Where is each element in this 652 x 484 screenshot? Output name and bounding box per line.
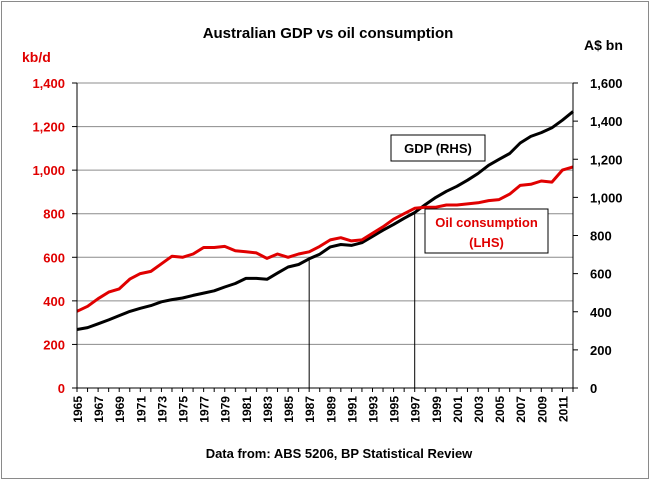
- x-tick-label: 1983: [261, 396, 275, 423]
- left-tick-label: 800: [43, 207, 65, 222]
- x-tick-label: 1971: [134, 396, 148, 423]
- vertical-reference-lines: [308, 212, 416, 388]
- left-axis-unit: kb/d: [22, 49, 51, 65]
- x-tick-label: 1975: [177, 396, 191, 423]
- right-tick-label: 200: [590, 343, 612, 358]
- left-tick-label: 1,200: [32, 120, 65, 135]
- x-tick-label: 2003: [472, 396, 486, 423]
- x-tick-label: 1999: [430, 396, 444, 423]
- x-tick-label: 1989: [324, 396, 338, 423]
- annotation-label: Oil consumption: [435, 215, 538, 230]
- right-tick-label: 1,400: [590, 114, 623, 129]
- annotation-label: GDP (RHS): [404, 141, 472, 156]
- x-tick-label: 1981: [240, 396, 254, 423]
- right-tick-label: 600: [590, 267, 612, 282]
- annotations: GDP (RHS) Oil consumption (LHS): [390, 134, 549, 254]
- x-tick-label: 1995: [388, 396, 402, 423]
- gdp-series-line: [76, 110, 574, 331]
- x-tick-label: 1973: [155, 396, 169, 423]
- x-tick-label: 1991: [345, 396, 359, 423]
- axes: [72, 82, 578, 392]
- left-tick-label: 1,000: [32, 163, 65, 178]
- source-note: Data from: ABS 5206, BP Statistical Revi…: [206, 446, 473, 461]
- right-tick-label: 400: [590, 305, 612, 320]
- x-tick-label: 1987: [303, 396, 317, 423]
- x-tick-label: 1985: [282, 396, 296, 423]
- right-tick-label: 0: [590, 381, 597, 396]
- x-tick-label: 2001: [451, 396, 465, 423]
- x-tick-label: 1979: [219, 396, 233, 423]
- right-tick-label: 1,200: [590, 152, 623, 167]
- right-tick-label: 1,000: [590, 190, 623, 205]
- right-tick-label: 800: [590, 229, 612, 244]
- annotation-box: [390, 134, 486, 162]
- left-tick-label: 0: [58, 381, 65, 396]
- chart-title: Australian GDP vs oil consumption: [203, 25, 454, 42]
- right-tick-label: 1,600: [590, 76, 623, 91]
- annotation-box: [424, 208, 549, 254]
- x-tick-label: 2007: [514, 396, 528, 423]
- x-tick-label: 2009: [535, 396, 549, 423]
- x-tick-label: 1977: [198, 396, 212, 423]
- right-axis-unit: A$ bn: [584, 37, 623, 53]
- left-tick-label: 1,400: [32, 76, 65, 91]
- tick-labels: 0 200 400 600 800 1,000 1,200 1,400 0 200 400 600 80…: [32, 76, 622, 423]
- x-tick-label: 2011: [556, 396, 570, 422]
- oil-series-line: [76, 165, 574, 313]
- x-tick-label: 1967: [92, 396, 106, 423]
- left-tick-label: 400: [43, 294, 65, 309]
- x-tick-label: 1969: [113, 396, 127, 423]
- left-tick-label: 200: [43, 337, 65, 352]
- x-tick-label: 1965: [71, 396, 85, 423]
- left-tick-label: 600: [43, 250, 65, 265]
- series-group: [76, 110, 574, 331]
- x-tick-label: 2005: [493, 396, 507, 423]
- x-tick-label: 1997: [409, 396, 423, 423]
- annotation-label: (LHS): [469, 235, 504, 250]
- x-tick-label: 1993: [366, 396, 380, 423]
